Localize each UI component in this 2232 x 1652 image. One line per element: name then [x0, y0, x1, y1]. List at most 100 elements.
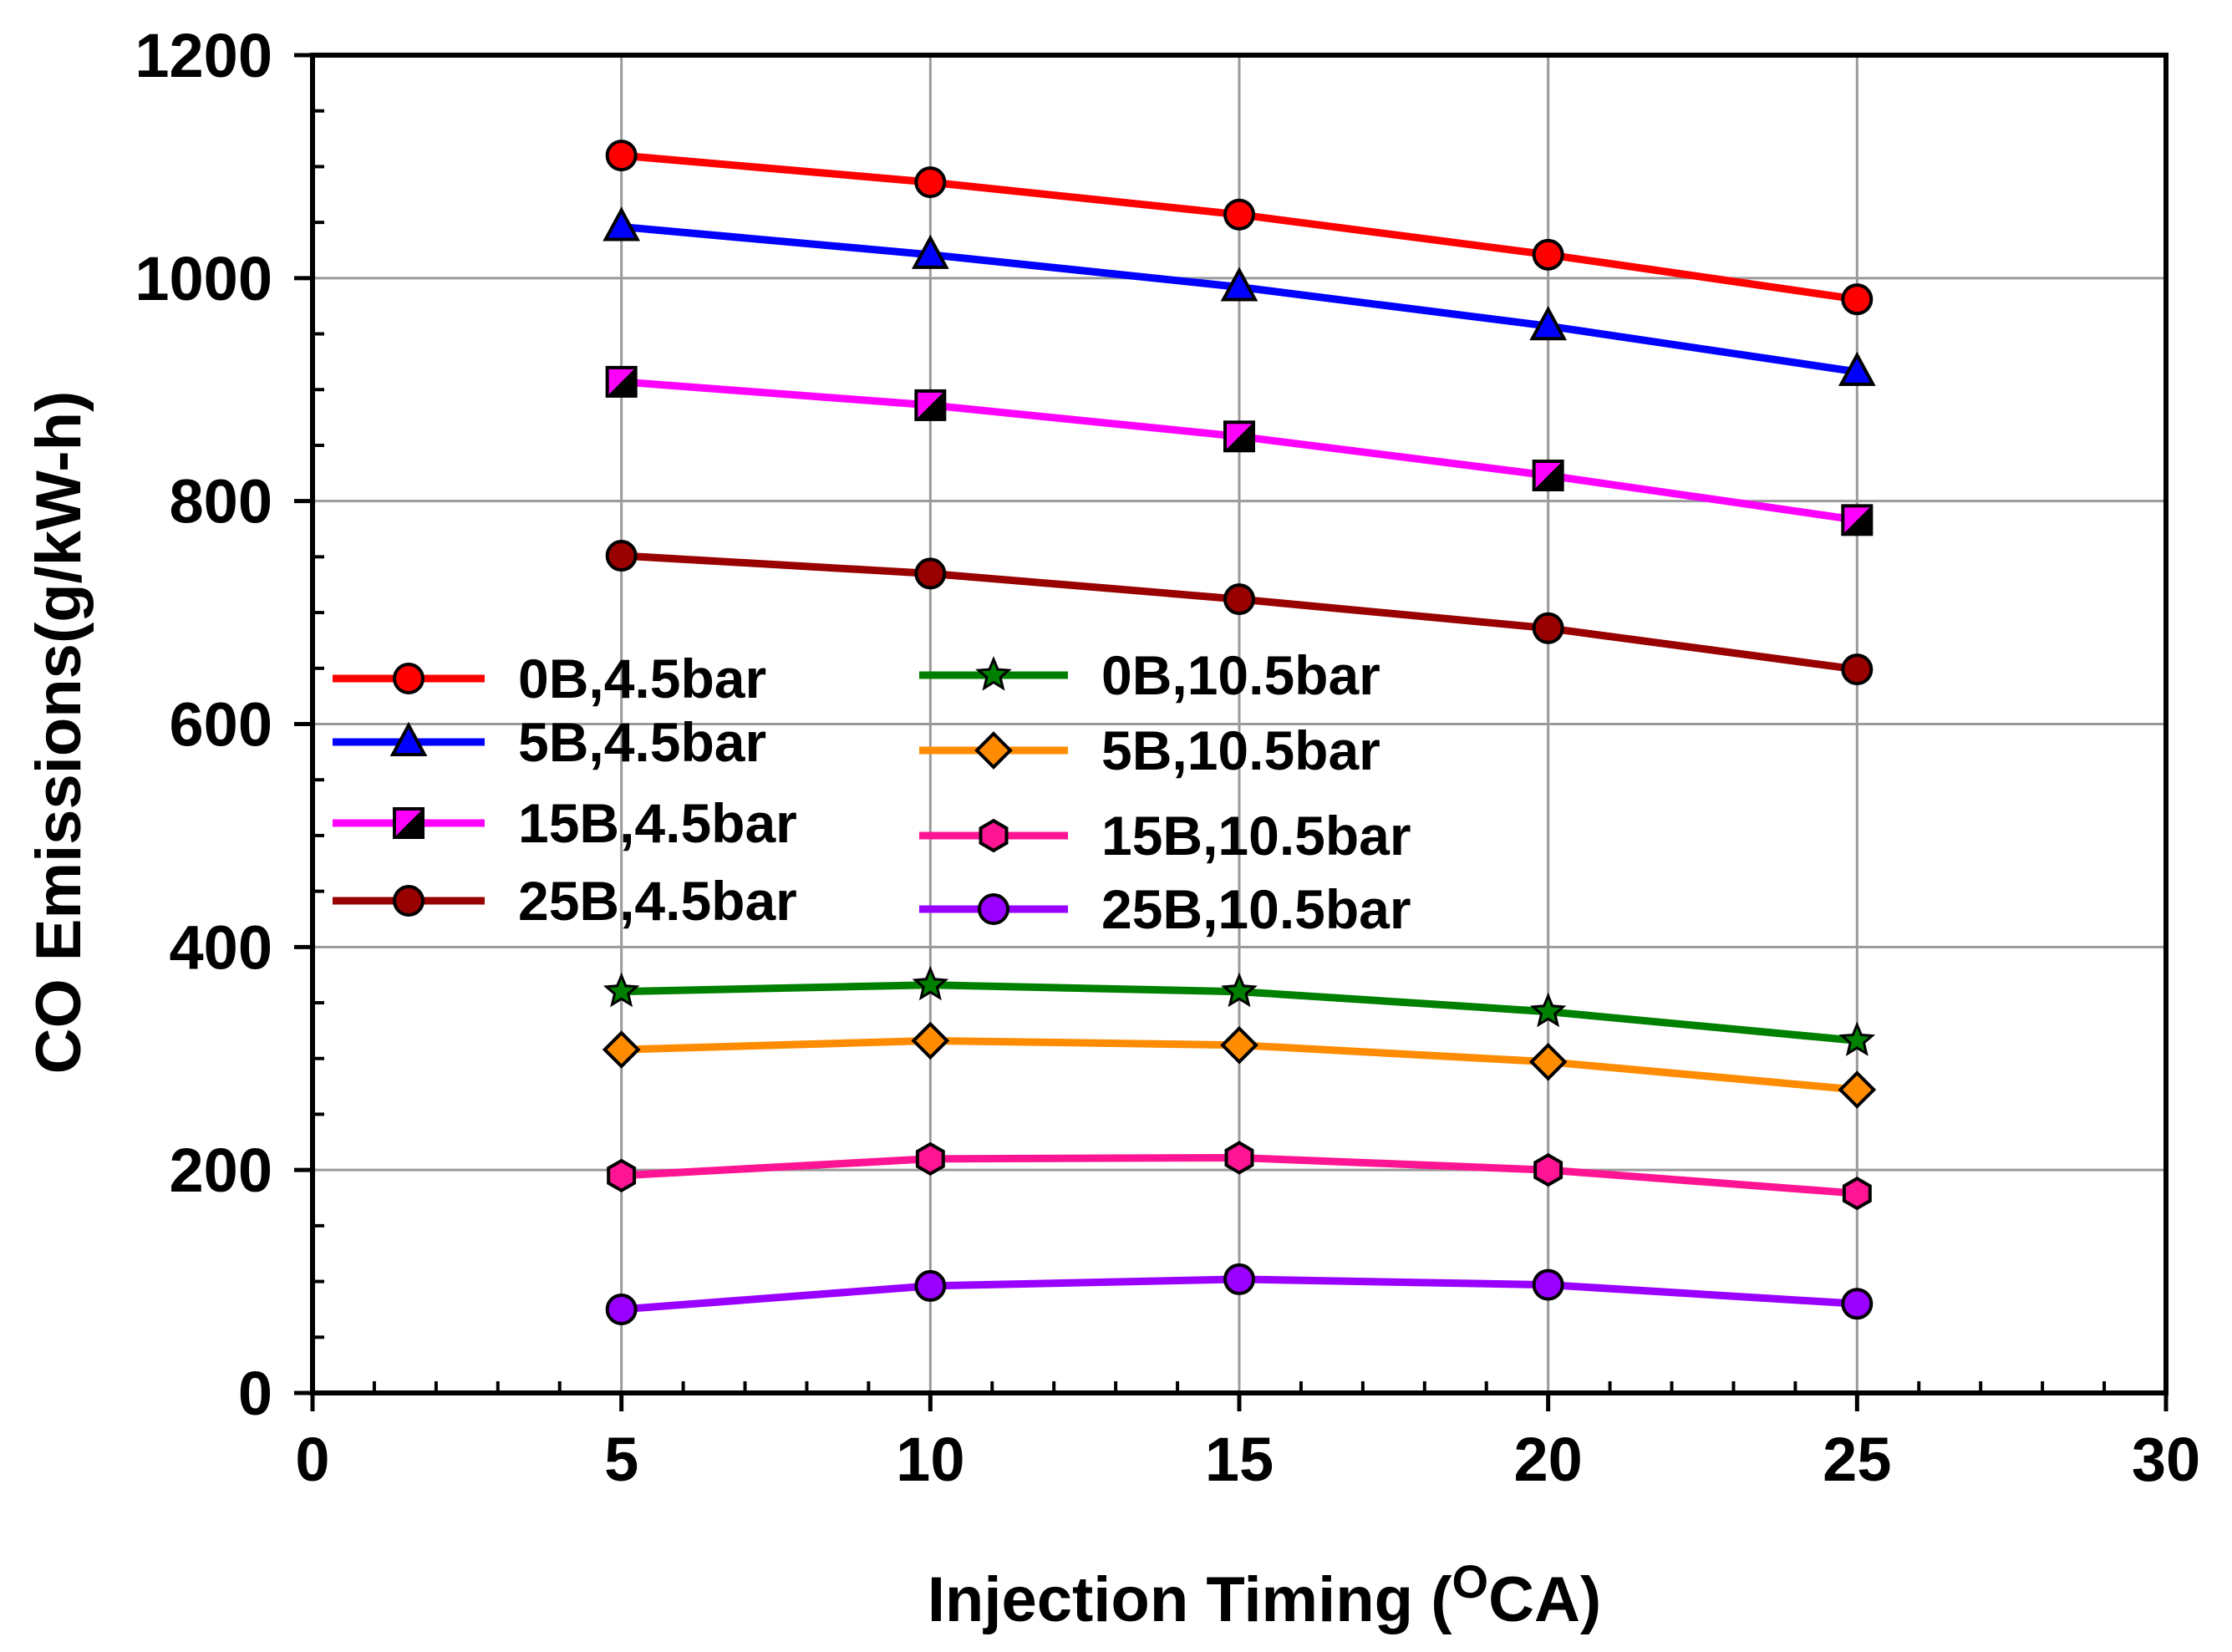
data-point-s3-x5	[605, 540, 638, 572]
data-point-s2-x5-border	[605, 365, 638, 398]
data-point-s2-x15-shade	[1225, 422, 1253, 451]
y-axis-title: CO Emissions(g/kW-h)	[23, 391, 94, 1075]
legend-marker-1	[389, 721, 428, 756]
series-15B,10.5bar	[607, 1141, 1872, 1211]
data-point-s2-x15	[1223, 420, 1255, 453]
data-point-s6-x25	[1842, 1176, 1872, 1211]
data-point-s2-x5-shade	[607, 367, 636, 396]
data-point-s0-x10	[914, 166, 947, 199]
data-point-s2-x20	[1532, 459, 1564, 491]
data-point-s0-x20	[1532, 238, 1564, 271]
legend-label-7: 25B,10.5bar	[1101, 878, 1411, 940]
y-tick-label-1200: 1200	[135, 21, 272, 90]
y-tick-label-800: 800	[170, 467, 272, 536]
legend-label-1: 5B,4.5bar	[518, 711, 766, 773]
data-point-s2-x25	[1841, 504, 1874, 536]
series-0B,10.5bar	[602, 965, 1876, 1056]
data-point-s1-x20	[1529, 306, 1568, 341]
data-point-s2-x20-border	[1532, 459, 1564, 491]
legend-marker-2-border	[393, 807, 425, 839]
legend-label-6: 15B,10.5bar	[1101, 805, 1411, 867]
x-axis-title: Injection Timing (OCA)	[928, 1555, 1601, 1635]
legend-marker-7	[978, 893, 1009, 925]
data-point-s0-x25	[1841, 283, 1874, 316]
data-point-s5-x10	[911, 1021, 950, 1060]
data-point-s6-x5	[607, 1158, 637, 1193]
legend-marker-6	[979, 818, 1009, 853]
legend-item-3: 25B,4.5bar	[333, 870, 797, 932]
legend-item-4: 0B,10.5bar	[919, 644, 1380, 706]
data-point-s2-x10-border	[914, 389, 947, 421]
y-tick-label-0: 0	[238, 1359, 272, 1428]
y-tick-label-200: 200	[170, 1136, 272, 1205]
data-point-s6-x15	[1224, 1141, 1254, 1175]
x-tick-label-25: 25	[1823, 1425, 1891, 1494]
data-point-s2-x25-border	[1841, 504, 1874, 536]
legend-item-6: 15B,10.5bar	[919, 805, 1411, 867]
x-tick-label-20: 20	[1514, 1425, 1583, 1494]
data-point-s5-x20	[1528, 1042, 1568, 1081]
series-25B,4.5bar	[605, 540, 1874, 686]
data-point-s1-x10	[911, 234, 949, 269]
legend-item-1: 5B,4.5bar	[333, 711, 766, 773]
data-point-s2-x10-shade	[916, 390, 945, 419]
data-point-s5-x15	[1220, 1025, 1258, 1065]
data-point-s2-x25-shade	[1843, 506, 1872, 535]
x-tick-label-30: 30	[2132, 1425, 2200, 1494]
data-point-s2-x5	[605, 365, 638, 398]
y-tick-label-600: 600	[170, 690, 272, 760]
series-lines	[602, 140, 1877, 1325]
legend-marker-2	[393, 807, 425, 839]
data-point-s2-x15-border	[1223, 420, 1255, 453]
data-point-s7-x20	[1532, 1268, 1564, 1301]
x-tick-label-15: 15	[1205, 1425, 1274, 1494]
data-point-s7-x10	[914, 1269, 947, 1302]
data-point-s3-x15	[1223, 583, 1255, 616]
series-5B,4.5bar	[602, 206, 1876, 386]
x-tick-label-10: 10	[896, 1425, 964, 1494]
data-point-s4-x25	[1838, 1021, 1876, 1056]
data-point-s1-x15	[1220, 267, 1258, 302]
x-tick-label-0: 0	[295, 1425, 329, 1494]
tick-labels: 0 200 400 600 800 1000 1200 0 5 10 15 20 25 30	[135, 21, 2200, 1494]
data-point-s4-x10	[912, 965, 949, 1001]
x-axis-title-main: Injection Timing (	[928, 1564, 1452, 1635]
data-point-s6-x10	[915, 1141, 945, 1177]
data-point-s4-x5	[602, 972, 640, 1008]
series-25B,10.5bar	[605, 1263, 1874, 1325]
legend-marker-0	[393, 663, 425, 694]
series-0B,4.5bar	[605, 140, 1874, 316]
data-point-s3-x25	[1841, 653, 1874, 686]
x-axis-title-superscript: O	[1452, 1555, 1489, 1608]
legend-item-7: 25B,10.5bar	[919, 878, 1411, 940]
legend-item-0: 0B,4.5bar	[333, 648, 766, 709]
data-point-s1-x25	[1838, 351, 1876, 386]
y-tick-label-1000: 1000	[135, 244, 272, 313]
axis-ticks	[294, 53, 2168, 1411]
legend-marker-5	[974, 731, 1013, 770]
legend-item-5: 5B,10.5bar	[919, 719, 1380, 781]
y-tick-label-400: 400	[170, 912, 272, 982]
data-point-s5-x25	[1838, 1070, 1877, 1109]
data-point-s3-x10	[914, 557, 947, 590]
data-point-s7-x15	[1223, 1263, 1255, 1295]
legend-label-2: 15B,4.5bar	[518, 792, 797, 854]
data-point-s2-x15-fill	[1225, 422, 1253, 451]
data-point-s3-x20	[1532, 612, 1564, 644]
data-point-s4-x15	[1221, 972, 1258, 1008]
legend-label-5: 5B,10.5bar	[1101, 719, 1380, 781]
legend-marker-2-shade	[394, 809, 423, 837]
legend-marker-4	[975, 656, 1012, 691]
data-point-s5-x5	[602, 1030, 641, 1069]
data-point-s6-x20	[1533, 1152, 1563, 1187]
x-axis-title-suffix: CA)	[1488, 1564, 1601, 1635]
data-point-s7-x5	[605, 1293, 638, 1325]
legend-item-2: 15B,4.5bar	[333, 792, 797, 854]
data-point-s2-x20-shade	[1533, 460, 1563, 490]
legend-label-4: 0B,10.5bar	[1101, 644, 1380, 706]
data-point-s0-x5	[605, 140, 638, 172]
legend-label-0: 0B,4.5bar	[518, 648, 766, 709]
legend-marker-3	[393, 885, 425, 917]
